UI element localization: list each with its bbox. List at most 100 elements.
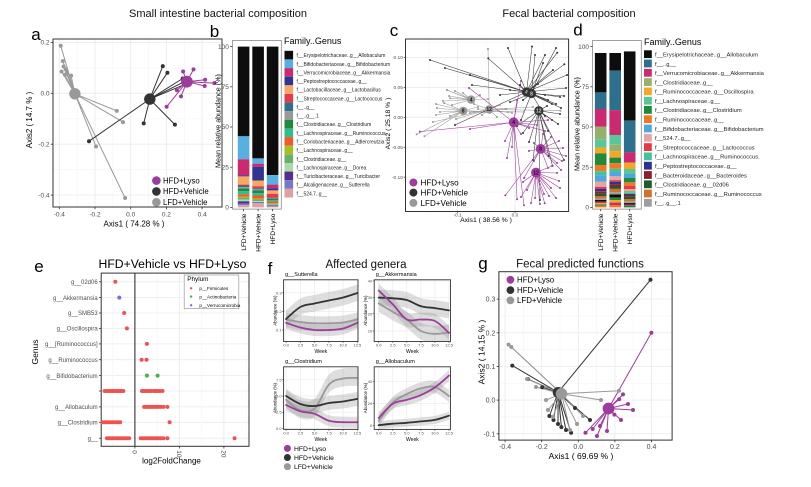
svg-text:7.5: 7.5 [418, 343, 424, 348]
svg-text:0.3: 0.3 [486, 297, 496, 304]
svg-text:2.5: 2.5 [390, 430, 396, 435]
svg-text:5.0: 5.0 [312, 430, 318, 435]
svg-text:12.5: 12.5 [445, 343, 454, 348]
svg-text:LFD+Vehicle: LFD+Vehicle [241, 213, 248, 250]
svg-text:Fecal bacterial composition: Fecal bacterial composition [502, 8, 635, 20]
svg-text:f__Lachnospiraceae..g__Ruminoc: f__Lachnospiraceae..g__Ruminococcus. [297, 131, 387, 137]
svg-text:e: e [34, 257, 43, 276]
svg-text:g__Clostridium: g__Clostridium [285, 359, 322, 365]
svg-text:Axis2 ( 25.18 % ): Axis2 ( 25.18 % ) [385, 98, 392, 150]
svg-text:f__Verrucomicrobiaceae..g__Akk: f__Verrucomicrobiaceae..g__Akkermansia [655, 71, 765, 77]
svg-text:g__Oscillospira: g__Oscillospira [57, 327, 99, 333]
svg-text:100: 100 [578, 44, 589, 51]
svg-text:-0.2: -0.2 [89, 212, 101, 219]
svg-text:30: 30 [368, 295, 373, 300]
svg-text:f__Turicibacteraceae..g__Turic: f__Turicibacteraceae..g__Turicibacter [297, 174, 381, 180]
svg-text:b: b [210, 22, 219, 41]
svg-text:Axis1 ( 74.28 % ): Axis1 ( 74.28 % ) [104, 220, 165, 229]
svg-text:4: 4 [512, 120, 515, 126]
svg-text:0.0: 0.0 [486, 398, 496, 405]
svg-text:p__Firmicutes: p__Firmicutes [199, 286, 229, 291]
svg-text:0.3: 0.3 [276, 290, 282, 295]
svg-text:f__524.7..g__: f__524.7..g__ [655, 136, 691, 142]
svg-text:c: c [390, 21, 399, 40]
svg-text:LFD+Vehicle: LFD+Vehicle [517, 296, 563, 305]
svg-text:20: 20 [368, 401, 373, 406]
svg-text:g__Bifidobacterium: g__Bifidobacterium [46, 374, 97, 380]
svg-text:f__Lachnospiraceae..g__: f__Lachnospiraceae..g__ [297, 148, 353, 154]
svg-text:7.5: 7.5 [326, 430, 332, 435]
svg-text:LFD+Vehicle: LFD+Vehicle [163, 198, 207, 207]
svg-text:HFD+Vehicle: HFD+Vehicle [163, 187, 209, 196]
svg-text:d: d [573, 20, 582, 39]
svg-text:0.4: 0.4 [647, 444, 657, 451]
svg-text:0.0: 0.0 [126, 212, 135, 219]
svg-text:HFD+Lyso: HFD+Lyso [517, 276, 555, 285]
svg-text:12.5: 12.5 [354, 343, 363, 348]
svg-text:5.0: 5.0 [404, 430, 410, 435]
svg-text:Mean relative abundance (%): Mean relative abundance (%) [573, 77, 582, 171]
svg-text:8: 8 [530, 91, 533, 97]
svg-text:f__Lachnospiraceae..g__Ruminoc: f__Lachnospiraceae..g__Ruminococcus. [655, 155, 760, 161]
svg-text:g__Allobaculum: g__Allobaculum [55, 405, 98, 411]
svg-text:-0.2: -0.2 [536, 444, 548, 451]
svg-text:f: f [268, 259, 273, 278]
svg-text:g__Sutterella: g__Sutterella [285, 272, 318, 278]
svg-text:0.0: 0.0 [376, 430, 382, 435]
svg-text:Genus: Genus [30, 339, 40, 364]
svg-text:g__: g__ [88, 436, 99, 442]
svg-text:f__Lachnospiraceae..g__Dorea: f__Lachnospiraceae..g__Dorea [297, 165, 367, 171]
svg-text:HFD+Lyso: HFD+Lyso [294, 446, 326, 453]
svg-text:0.0: 0.0 [376, 343, 382, 348]
svg-text:0.0: 0.0 [40, 91, 49, 98]
svg-text:10.0: 10.0 [339, 430, 348, 435]
svg-text:f__Erysipelotrichaceae..g__All: f__Erysipelotrichaceae..g__Allobaculum [297, 53, 386, 59]
svg-text:5.0: 5.0 [404, 343, 410, 348]
svg-text:Axis1 ( 69.69 % ): Axis1 ( 69.69 % ) [549, 451, 614, 461]
svg-text:0.1: 0.1 [276, 328, 282, 333]
svg-text:-0.2: -0.2 [38, 142, 50, 149]
svg-text:100: 100 [218, 44, 229, 51]
svg-text:20: 20 [368, 311, 373, 316]
svg-text:f__..g__.1: f__..g__.1 [297, 114, 319, 120]
svg-text:8: 8 [539, 147, 542, 153]
svg-text:g__[Ruminococcus]: g__[Ruminococcus] [45, 342, 98, 348]
svg-text:f__..g__.1: f__..g__.1 [655, 201, 681, 207]
svg-text:Axis2 ( 14.7 % ): Axis2 ( 14.7 % ) [25, 91, 34, 148]
svg-text:0.05: 0.05 [394, 85, 404, 91]
svg-text:10.0: 10.0 [339, 343, 348, 348]
svg-text:Family..Genus: Family..Genus [284, 36, 342, 46]
svg-text:p__Actinobacteria: p__Actinobacteria [199, 294, 236, 299]
svg-text:10.0: 10.0 [431, 430, 440, 435]
svg-text:f__Bifidobacteriaceae..g__Bifi: f__Bifidobacteriaceae..g__Bifidobacteriu… [655, 127, 764, 133]
svg-text:f__Bacteroidaceae..g__Bacteroi: f__Bacteroidaceae..g__Bacteroides [655, 173, 747, 179]
svg-text:7.5: 7.5 [418, 430, 424, 435]
svg-text:Week: Week [314, 437, 327, 443]
svg-text:Mean relative abundance (%): Mean relative abundance (%) [214, 74, 223, 168]
svg-text:f__Streptococcaceae..g__Lactoc: f__Streptococcaceae..g__Lactococcus [655, 145, 755, 151]
svg-text:HFD+Vehicle: HFD+Vehicle [421, 189, 469, 198]
svg-text:0.1: 0.1 [486, 364, 496, 371]
svg-text:f__Clostridiaceae..g__02d06: f__Clostridiaceae..g__02d06 [655, 183, 729, 189]
svg-text:f__Streptococcaceae..g__Lactoc: f__Streptococcaceae..g__Lactococcus [297, 96, 383, 102]
svg-text:f__Verrucomicrobiaceae..g__Akk: f__Verrucomicrobiaceae..g__Akkermansia [297, 71, 391, 77]
svg-text:5.0: 5.0 [312, 343, 318, 348]
svg-text:f__Coriobacteriaceae..g__Adler: f__Coriobacteriaceae..g__Adlercreutzia [297, 140, 385, 146]
svg-text:75: 75 [582, 84, 590, 91]
svg-text:HFD+Vehicle: HFD+Vehicle [612, 213, 619, 251]
svg-text:0.0: 0.0 [276, 426, 282, 431]
svg-text:g__Akkermansia: g__Akkermansia [53, 296, 98, 302]
svg-text:0.10: 0.10 [394, 55, 404, 61]
svg-text:f__Lachnospiraceae..g__: f__Lachnospiraceae..g__ [655, 99, 721, 105]
svg-text:f__Ruminococcaceae..g__: f__Ruminococcaceae..g__ [655, 118, 724, 124]
svg-text:HFD+Vehicle: HFD+Vehicle [517, 286, 564, 295]
svg-text:f__Erysipelotrichaceae..g__All: f__Erysipelotrichaceae..g__Allobaculum [655, 53, 758, 59]
svg-text:g__Allobaculum: g__Allobaculum [376, 359, 416, 365]
svg-text:2.5: 2.5 [298, 430, 304, 435]
svg-text:f__Bifidobacteriaceae..g__Bifi: f__Bifidobacteriaceae..g__Bifidobacteriu… [297, 62, 391, 68]
svg-text:-0.1: -0.1 [483, 431, 495, 438]
svg-text:2.5: 2.5 [390, 343, 396, 348]
svg-text:0.0: 0.0 [283, 430, 289, 435]
svg-text:f__Clostridiaceae..g__Clostrid: f__Clostridiaceae..g__Clostridium [297, 122, 372, 128]
svg-text:50: 50 [222, 124, 230, 131]
